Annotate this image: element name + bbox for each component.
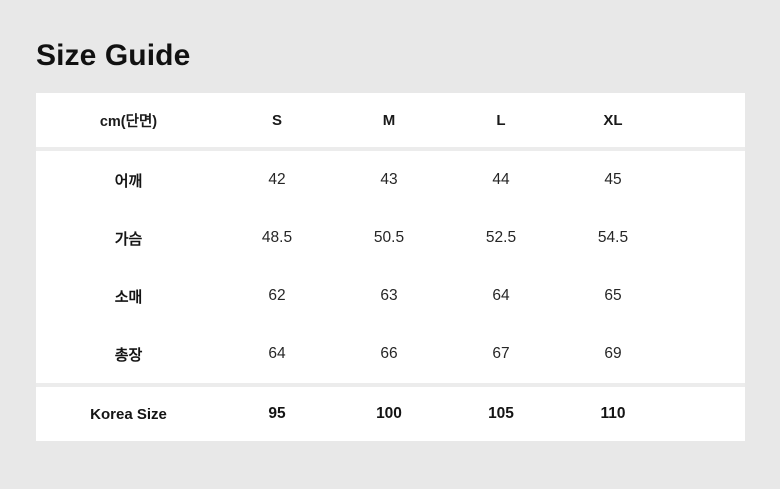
cell-korea-size-l: 105 (488, 405, 514, 422)
table-header: cm(단면) S M L XL (36, 93, 745, 151)
header-divider (36, 147, 745, 151)
cell-sleeve-s: 62 (268, 287, 286, 304)
cell-sleeve-l: 64 (492, 287, 510, 304)
header-cell-measure-unit: cm(단면) (99, 113, 158, 130)
header-cell-size-m: M (382, 111, 396, 129)
cell-spacer (669, 209, 745, 267)
table-body: 어깨 42 43 44 45 가슴 48.5 50.5 52.5 54.5 소매 (36, 151, 745, 387)
size-guide-table: cm(단면) S M L XL 어깨 42 43 44 45 (36, 93, 745, 441)
cell-total-length-xl: 69 (604, 345, 622, 362)
table-row: 총장 64 66 67 69 (36, 325, 745, 383)
header-cell-spacer (669, 93, 745, 147)
table-row: 어깨 42 43 44 45 (36, 151, 745, 209)
row-label-korea-size: Korea Size (90, 405, 167, 423)
cell-korea-size-xl: 110 (600, 405, 626, 422)
footer-divider-line (36, 383, 745, 387)
cell-spacer (669, 151, 745, 209)
footer-divider (36, 383, 745, 387)
table-row: 가슴 48.5 50.5 52.5 54.5 (36, 209, 745, 267)
cell-spacer (669, 267, 745, 325)
row-label-total-length: 총장 (114, 346, 143, 364)
header-cell-size-l: L (496, 111, 506, 129)
cell-sleeve-m: 63 (380, 287, 398, 304)
cell-korea-size-s: 95 (268, 405, 286, 422)
page-title: Size Guide (36, 39, 191, 72)
cell-total-length-s: 64 (268, 345, 286, 362)
table-header-row: cm(단면) S M L XL (36, 93, 745, 147)
cell-shoulder-xl: 45 (604, 171, 622, 188)
header-cell-size-s: S (271, 111, 282, 129)
cell-chest-xl: 54.5 (597, 229, 629, 246)
cell-sleeve-xl: 65 (604, 287, 622, 304)
cell-total-length-m: 66 (380, 345, 398, 362)
table-row: Korea Size 95 100 105 110 (36, 387, 745, 441)
cell-chest-l: 52.5 (485, 229, 517, 246)
cell-shoulder-l: 44 (492, 171, 510, 188)
cell-total-length-l: 67 (492, 345, 510, 362)
cell-shoulder-s: 42 (268, 171, 286, 188)
cell-chest-s: 48.5 (261, 229, 293, 246)
cell-shoulder-m: 43 (380, 171, 398, 188)
table-footer: Korea Size 95 100 105 110 (36, 387, 745, 441)
row-label-chest: 가슴 (114, 230, 143, 248)
cell-chest-m: 50.5 (373, 229, 405, 246)
row-label-sleeve: 소매 (114, 288, 143, 306)
cell-spacer (669, 325, 745, 383)
table-row: 소매 62 63 64 65 (36, 267, 745, 325)
row-label-shoulder: 어깨 (114, 172, 143, 190)
cell-spacer (669, 387, 745, 441)
cell-korea-size-m: 100 (376, 405, 402, 422)
header-cell-size-xl: XL (603, 111, 623, 129)
size-guide-table-container: cm(단면) S M L XL 어깨 42 43 44 45 (36, 93, 745, 441)
header-divider-line (36, 147, 745, 151)
